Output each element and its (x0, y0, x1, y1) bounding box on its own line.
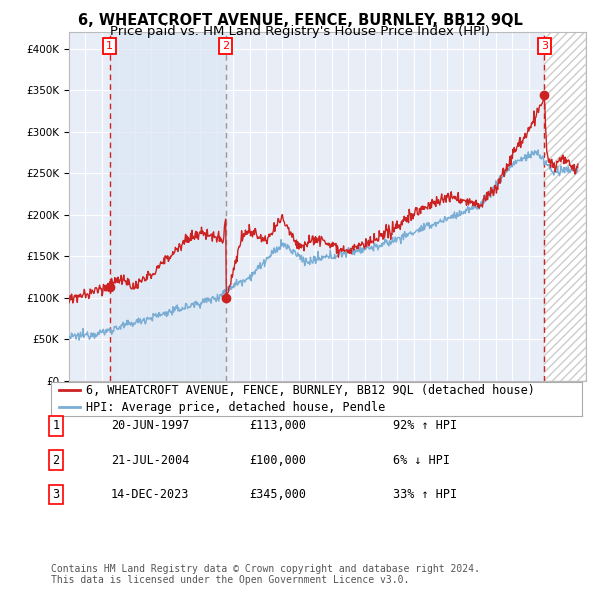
Text: 6, WHEATCROFT AVENUE, FENCE, BURNLEY, BB12 9QL: 6, WHEATCROFT AVENUE, FENCE, BURNLEY, BB… (77, 13, 523, 28)
Text: Price paid vs. HM Land Registry's House Price Index (HPI): Price paid vs. HM Land Registry's House … (110, 25, 490, 38)
Text: 20-JUN-1997: 20-JUN-1997 (111, 419, 190, 432)
Text: Contains HM Land Registry data © Crown copyright and database right 2024.
This d: Contains HM Land Registry data © Crown c… (51, 563, 480, 585)
Text: 1: 1 (106, 41, 113, 51)
Text: 2: 2 (52, 454, 59, 467)
Text: 6% ↓ HPI: 6% ↓ HPI (393, 454, 450, 467)
Text: 1: 1 (52, 419, 59, 432)
Text: 2: 2 (222, 41, 229, 51)
Text: 3: 3 (541, 41, 548, 51)
Text: 33% ↑ HPI: 33% ↑ HPI (393, 488, 457, 501)
Text: £345,000: £345,000 (249, 488, 306, 501)
Text: 14-DEC-2023: 14-DEC-2023 (111, 488, 190, 501)
Text: HPI: Average price, detached house, Pendle: HPI: Average price, detached house, Pend… (86, 401, 385, 414)
Text: £100,000: £100,000 (249, 454, 306, 467)
Bar (110, 32, 226, 381)
Text: £113,000: £113,000 (249, 419, 306, 432)
Bar (544, 32, 586, 381)
Text: 92% ↑ HPI: 92% ↑ HPI (393, 419, 457, 432)
Text: 21-JUL-2004: 21-JUL-2004 (111, 454, 190, 467)
Text: 6, WHEATCROFT AVENUE, FENCE, BURNLEY, BB12 9QL (detached house): 6, WHEATCROFT AVENUE, FENCE, BURNLEY, BB… (86, 384, 535, 397)
Text: 3: 3 (52, 488, 59, 501)
